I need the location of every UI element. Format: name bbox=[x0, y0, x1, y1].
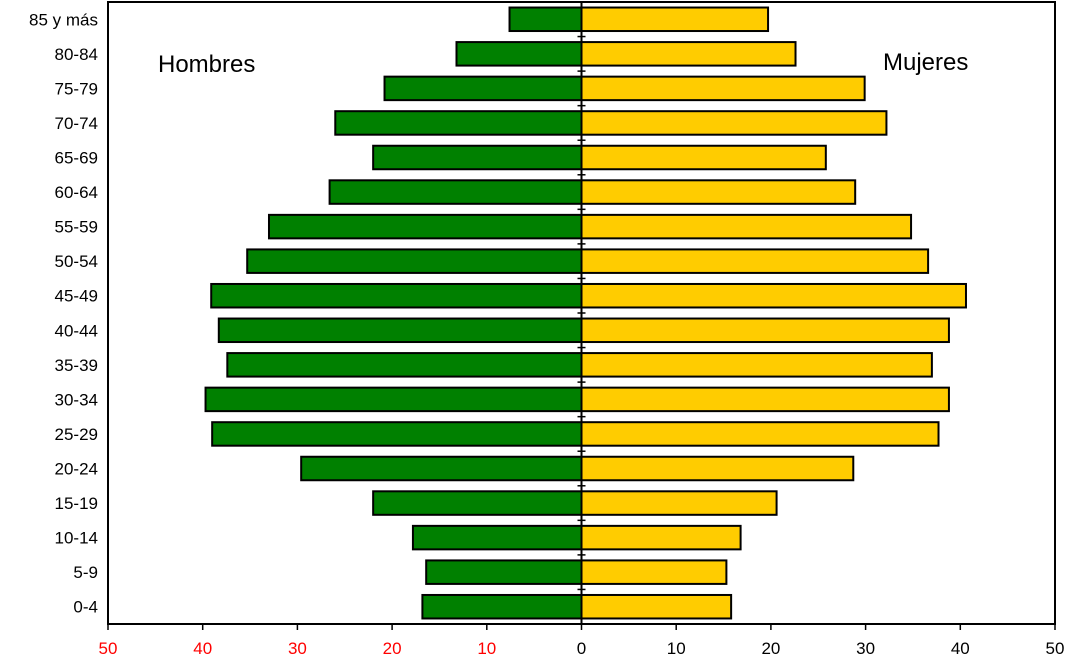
category-label: 10-14 bbox=[55, 529, 98, 548]
bar-hombres-35-39 bbox=[226, 352, 583, 378]
bar-hombres-55-59 bbox=[267, 213, 583, 240]
x-tick-label: 20 bbox=[383, 639, 402, 658]
x-tick-label: 10 bbox=[667, 639, 686, 658]
x-tick-label: 0 bbox=[577, 639, 586, 658]
category-label: 30-34 bbox=[55, 390, 98, 409]
x-tick-label: 20 bbox=[761, 639, 780, 658]
x-tick-label: 10 bbox=[477, 639, 496, 658]
category-label: 85 y más bbox=[29, 10, 98, 29]
bar-mujeres-30-34 bbox=[580, 386, 950, 413]
bar-mujeres-0-4 bbox=[580, 593, 733, 620]
category-label: 35-39 bbox=[55, 356, 98, 375]
bar-mujeres-25-29 bbox=[580, 421, 940, 447]
bar-mujeres-20-24 bbox=[580, 455, 855, 482]
category-label: 25-29 bbox=[55, 425, 98, 444]
category-label: 5-9 bbox=[73, 563, 98, 582]
category-label: 50-54 bbox=[55, 252, 98, 271]
bar-mujeres-5-9 bbox=[580, 559, 728, 585]
category-label: 40-44 bbox=[55, 321, 98, 340]
bar-hombres-45-49 bbox=[210, 282, 583, 309]
series-label-mujeres: Mujeres bbox=[883, 49, 968, 76]
bar-mujeres-55-59 bbox=[580, 213, 913, 240]
bar-mujeres-50-54 bbox=[580, 248, 930, 274]
bar-mujeres-15-19 bbox=[580, 490, 778, 516]
bar-hombres-15-19 bbox=[372, 490, 583, 516]
category-label: 20-24 bbox=[55, 460, 98, 479]
category-label: 55-59 bbox=[55, 218, 98, 237]
category-labels: 0-4 5-9 10-14 15-19 20-24 25-29 30-34 35-39 40-4… bbox=[29, 10, 98, 616]
x-tick-label: 30 bbox=[856, 639, 875, 658]
bar-hombres-85-y-más bbox=[508, 6, 583, 33]
x-axis-labels: 50 40 30 20 10 0 10 20 30 40 50 bbox=[99, 639, 1065, 658]
bar-mujeres-45-49 bbox=[580, 282, 967, 309]
x-tick-label: 40 bbox=[193, 639, 212, 658]
bar-hombres-70-74 bbox=[334, 110, 583, 136]
category-label: 70-74 bbox=[55, 114, 98, 133]
bar-hombres-30-34 bbox=[204, 386, 583, 413]
category-label: 80-84 bbox=[55, 45, 98, 64]
bar-hombres-20-24 bbox=[300, 455, 583, 482]
x-tick-label: 50 bbox=[99, 639, 118, 658]
bar-mujeres-70-74 bbox=[580, 110, 888, 136]
bar-hombres-75-79 bbox=[383, 75, 583, 102]
bar-hombres-10-14 bbox=[411, 524, 583, 551]
bar-mujeres-60-64 bbox=[580, 179, 857, 205]
bar-hombres-0-4 bbox=[421, 593, 583, 620]
bars-group bbox=[204, 6, 967, 620]
bar-mujeres-35-39 bbox=[580, 352, 933, 378]
bar-hombres-65-69 bbox=[372, 144, 583, 171]
x-axis-ticks bbox=[107, 624, 1056, 630]
series-label-hombres: Hombres bbox=[158, 51, 255, 78]
bar-hombres-50-54 bbox=[246, 248, 583, 274]
category-label: 65-69 bbox=[55, 149, 98, 168]
bar-hombres-25-29 bbox=[211, 421, 583, 447]
category-label: 45-49 bbox=[55, 287, 98, 306]
bar-hombres-60-64 bbox=[328, 179, 583, 205]
bar-hombres-5-9 bbox=[425, 559, 583, 585]
bar-mujeres-85-y-más bbox=[580, 6, 770, 33]
x-tick-label: 40 bbox=[951, 639, 970, 658]
bar-mujeres-80-84 bbox=[580, 41, 797, 67]
category-label: 15-19 bbox=[55, 494, 98, 513]
x-tick-label: 50 bbox=[1046, 639, 1065, 658]
category-label: 0-4 bbox=[73, 598, 98, 617]
category-label: 75-79 bbox=[55, 79, 98, 98]
bar-hombres-40-44 bbox=[217, 317, 583, 344]
bar-mujeres-65-69 bbox=[580, 144, 827, 171]
bar-mujeres-10-14 bbox=[580, 524, 742, 551]
x-tick-label: 30 bbox=[288, 639, 307, 658]
bar-mujeres-75-79 bbox=[580, 75, 866, 102]
bar-mujeres-40-44 bbox=[580, 317, 950, 344]
bar-hombres-80-84 bbox=[455, 41, 583, 67]
category-label: 60-64 bbox=[55, 183, 98, 202]
